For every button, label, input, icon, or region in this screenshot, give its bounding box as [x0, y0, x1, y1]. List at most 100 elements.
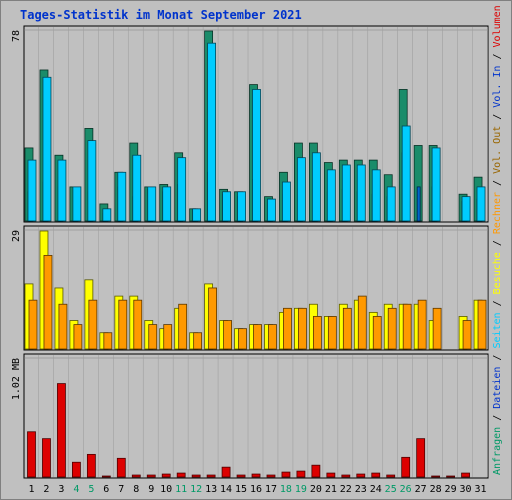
bar-visits-rechner-day-23: [357, 295, 367, 350]
legend-item-8: Rechner: [492, 192, 503, 234]
bar-visits-rechner-day-13: [208, 287, 218, 350]
legend-item-9: /: [492, 174, 503, 192]
bar-volume-volumen-day-15: [236, 474, 246, 478]
x-tick-label-day-22: 22: [340, 484, 352, 495]
bar-requests-seiten-day-14: [222, 191, 231, 222]
bar-volume-volumen-day-12: [191, 474, 201, 478]
bar-requests-seiten-day-21: [326, 169, 336, 222]
x-tick-label-day-7: 7: [118, 484, 124, 495]
bar-requests-seiten-day-9: [147, 186, 157, 222]
bar-requests-seiten-day-20: [311, 152, 321, 222]
x-tick-label-day-17: 17: [265, 484, 277, 495]
bar-visits-rechner-day-20: [312, 316, 322, 350]
bar-requests-seiten-day-2: [42, 76, 52, 222]
bar-visits-rechner-day-27: [417, 299, 427, 350]
bar-volume-volumen-day-19: [296, 470, 306, 478]
bar-volume-volumen-day-3: [57, 383, 66, 478]
bar-volume-volumen-day-13: [206, 474, 216, 478]
x-tick-label-day-30: 30: [460, 484, 472, 495]
bar-requests-seiten-day-17: [267, 198, 276, 222]
x-tick-label-day-3: 3: [58, 484, 64, 495]
bar-requests-seiten-day-8: [132, 154, 142, 222]
bar-requests-seiten-day-26: [401, 125, 411, 222]
bar-visits-rechner-day-12: [193, 332, 203, 350]
bar-volume-volumen-day-16: [251, 473, 261, 478]
x-tick-label-day-8: 8: [133, 484, 139, 495]
bar-volume-volumen-day-20: [311, 464, 321, 478]
bar-requests-seiten-day-5: [87, 140, 97, 222]
x-tick-label-day-5: 5: [88, 484, 94, 495]
bar-volume-volumen-day-22: [341, 474, 351, 478]
bar-volume-volumen-day-24: [371, 472, 381, 478]
bar-requests-seiten-day-22: [341, 164, 351, 222]
x-tick-label-day-11: 11: [175, 484, 187, 495]
bar-requests-seiten-day-7: [117, 171, 127, 222]
x-tick-label-day-15: 15: [235, 484, 247, 495]
x-tick-label-day-21: 21: [325, 484, 337, 495]
bar-requests-seiten-day-3: [57, 159, 67, 222]
bar-visits-rechner-day-21: [327, 316, 337, 350]
x-tick-label-day-31: 31: [474, 484, 486, 495]
x-tick-label-day-29: 29: [445, 484, 457, 495]
x-tick-label-day-25: 25: [385, 484, 397, 495]
x-tick-label-day-23: 23: [355, 484, 367, 495]
bar-volume-volumen-day-8: [131, 474, 141, 478]
bar-visits-rechner-day-31: [477, 299, 487, 350]
bar-visits-rechner-day-1: [28, 299, 38, 350]
x-tick-label-day-16: 16: [250, 484, 262, 495]
y-max-label-volume: 1.02 MB: [11, 358, 22, 400]
bar-volume-volumen-day-4: [72, 461, 81, 478]
legend-item-4: Seiten: [492, 312, 503, 348]
bar-requests-seiten-day-15: [237, 191, 246, 222]
legend-item-11: /: [492, 108, 503, 126]
bar-requests-dateien-day-27: [416, 186, 421, 222]
legend-item-10: Vol. Out: [492, 126, 503, 174]
bar-visits-rechner-day-8: [133, 299, 143, 350]
x-tick-label-day-2: 2: [43, 484, 49, 495]
bar-volume-volumen-day-21: [326, 472, 336, 478]
bar-visits-rechner-day-18: [283, 307, 292, 350]
x-tick-label-day-24: 24: [370, 484, 382, 495]
chart-title: Tages-Statistik im Monat September 2021: [20, 8, 302, 22]
bar-volume-volumen-day-9: [146, 474, 156, 478]
legend-item-2: Dateien: [492, 367, 503, 409]
bar-volume-volumen-day-14: [221, 466, 231, 478]
legend-item-14: Volumen: [492, 5, 503, 47]
legend: Anfragen / Dateien / Seiten / Besuche / …: [492, 5, 503, 475]
bar-volume-volumen-day-30: [461, 472, 470, 478]
bar-visits-rechner-day-11: [178, 303, 188, 350]
bar-requests-seiten-day-6: [102, 208, 112, 222]
bar-volume-volumen-day-26: [401, 456, 411, 478]
bar-volume-volumen-day-5: [86, 453, 96, 478]
bar-visits-rechner-day-10: [163, 324, 173, 350]
x-tick-label-day-4: 4: [73, 484, 79, 495]
bar-visits-rechner-day-25: [387, 307, 397, 350]
bar-requests-seiten-day-23: [356, 164, 366, 222]
bar-volume-volumen-day-25: [386, 474, 396, 478]
bar-requests-seiten-day-18: [282, 181, 291, 222]
bar-requests-seiten-day-28: [431, 147, 441, 222]
legend-item-13: /: [492, 47, 503, 65]
bar-requests-seiten-day-16: [252, 89, 261, 222]
x-tick-label-day-1: 1: [28, 484, 34, 495]
x-tick-label-day-14: 14: [220, 484, 232, 495]
x-tick-label-day-12: 12: [190, 484, 202, 495]
bar-visits-rechner-day-17: [268, 324, 277, 350]
bar-requests-seiten-day-4: [72, 186, 82, 222]
bar-volume-volumen-day-10: [161, 473, 171, 478]
bar-visits-rechner-day-30: [462, 320, 472, 350]
bar-volume-volumen-day-23: [356, 473, 366, 478]
x-tick-label-day-18: 18: [280, 484, 292, 495]
bar-requests-seiten-day-10: [162, 186, 172, 222]
x-tick-label-day-19: 19: [295, 484, 307, 495]
bar-requests-seiten-day-25: [386, 186, 396, 222]
x-tick-label-day-10: 10: [160, 484, 172, 495]
bar-visits-rechner-day-7: [118, 299, 128, 350]
bar-volume-volumen-day-17: [266, 474, 276, 478]
bar-requests-seiten-day-1: [27, 159, 37, 222]
bar-visits-rechner-day-2: [43, 255, 53, 350]
legend-item-1: /: [492, 409, 503, 427]
bar-visits-rechner-day-26: [402, 303, 412, 350]
bar-volume-volumen-day-7: [116, 457, 126, 478]
